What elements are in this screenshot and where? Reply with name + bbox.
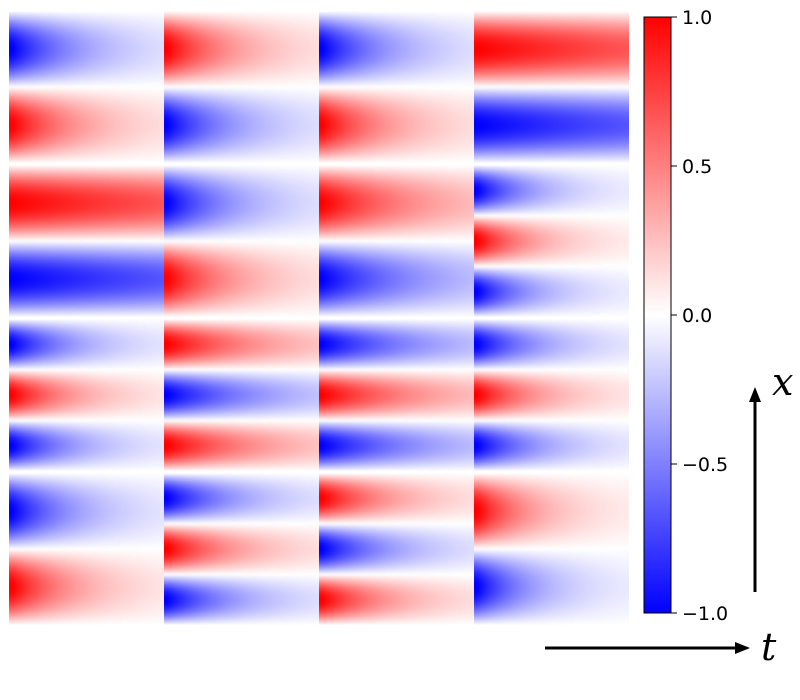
heatmap-panel-r1-c3 [319,10,474,164]
heatmap-panel-r2-c2 [164,164,319,318]
heatmap-panel-r3-c4 [474,318,629,472]
colorbar-tick-label: 0.0 [682,305,712,327]
x-axis-arrow-head [749,387,761,402]
colorbar-ticks: 1.0 0.5 0.0 −0.5 −1.0 [671,7,728,625]
heatmap-panel-r1-c1 [9,10,164,164]
colorbar-gradient [644,17,671,613]
heatmap-panel-r3-c1 [9,318,164,472]
t-axis-label: t [761,625,777,669]
heatmap-grid [9,10,629,626]
heatmap-panel-r2-c1 [9,164,164,318]
colorbar: 1.0 0.5 0.0 −0.5 −1.0 [643,7,728,625]
colorbar-tick-label: 1.0 [682,7,712,29]
heatmap-panel-r4-c1 [9,472,164,626]
heatmap-panel-r3-c3 [319,318,474,472]
colorbar-tick-label: −0.5 [682,454,728,476]
colorbar-tick-label: −1.0 [682,603,728,625]
heatmap-panel-r2-c3 [319,164,474,318]
heatmap-panel-r1-c2 [164,10,319,164]
heatmap-panel-r2-c4 [474,164,629,318]
heatmap-panel-r3-c2 [164,318,319,472]
t-axis-arrow-head [735,642,750,654]
colorbar-tick-label: 0.5 [682,156,712,178]
heatmap-panel-r4-c4 [474,472,629,626]
heatmap-panel-r1-c4 [474,10,629,164]
axes-arrows: t x [545,360,793,669]
x-axis-label: x [772,360,793,404]
heatmap-panel-r4-c3 [319,472,474,626]
heatmap-panel-r4-c2 [164,472,319,626]
